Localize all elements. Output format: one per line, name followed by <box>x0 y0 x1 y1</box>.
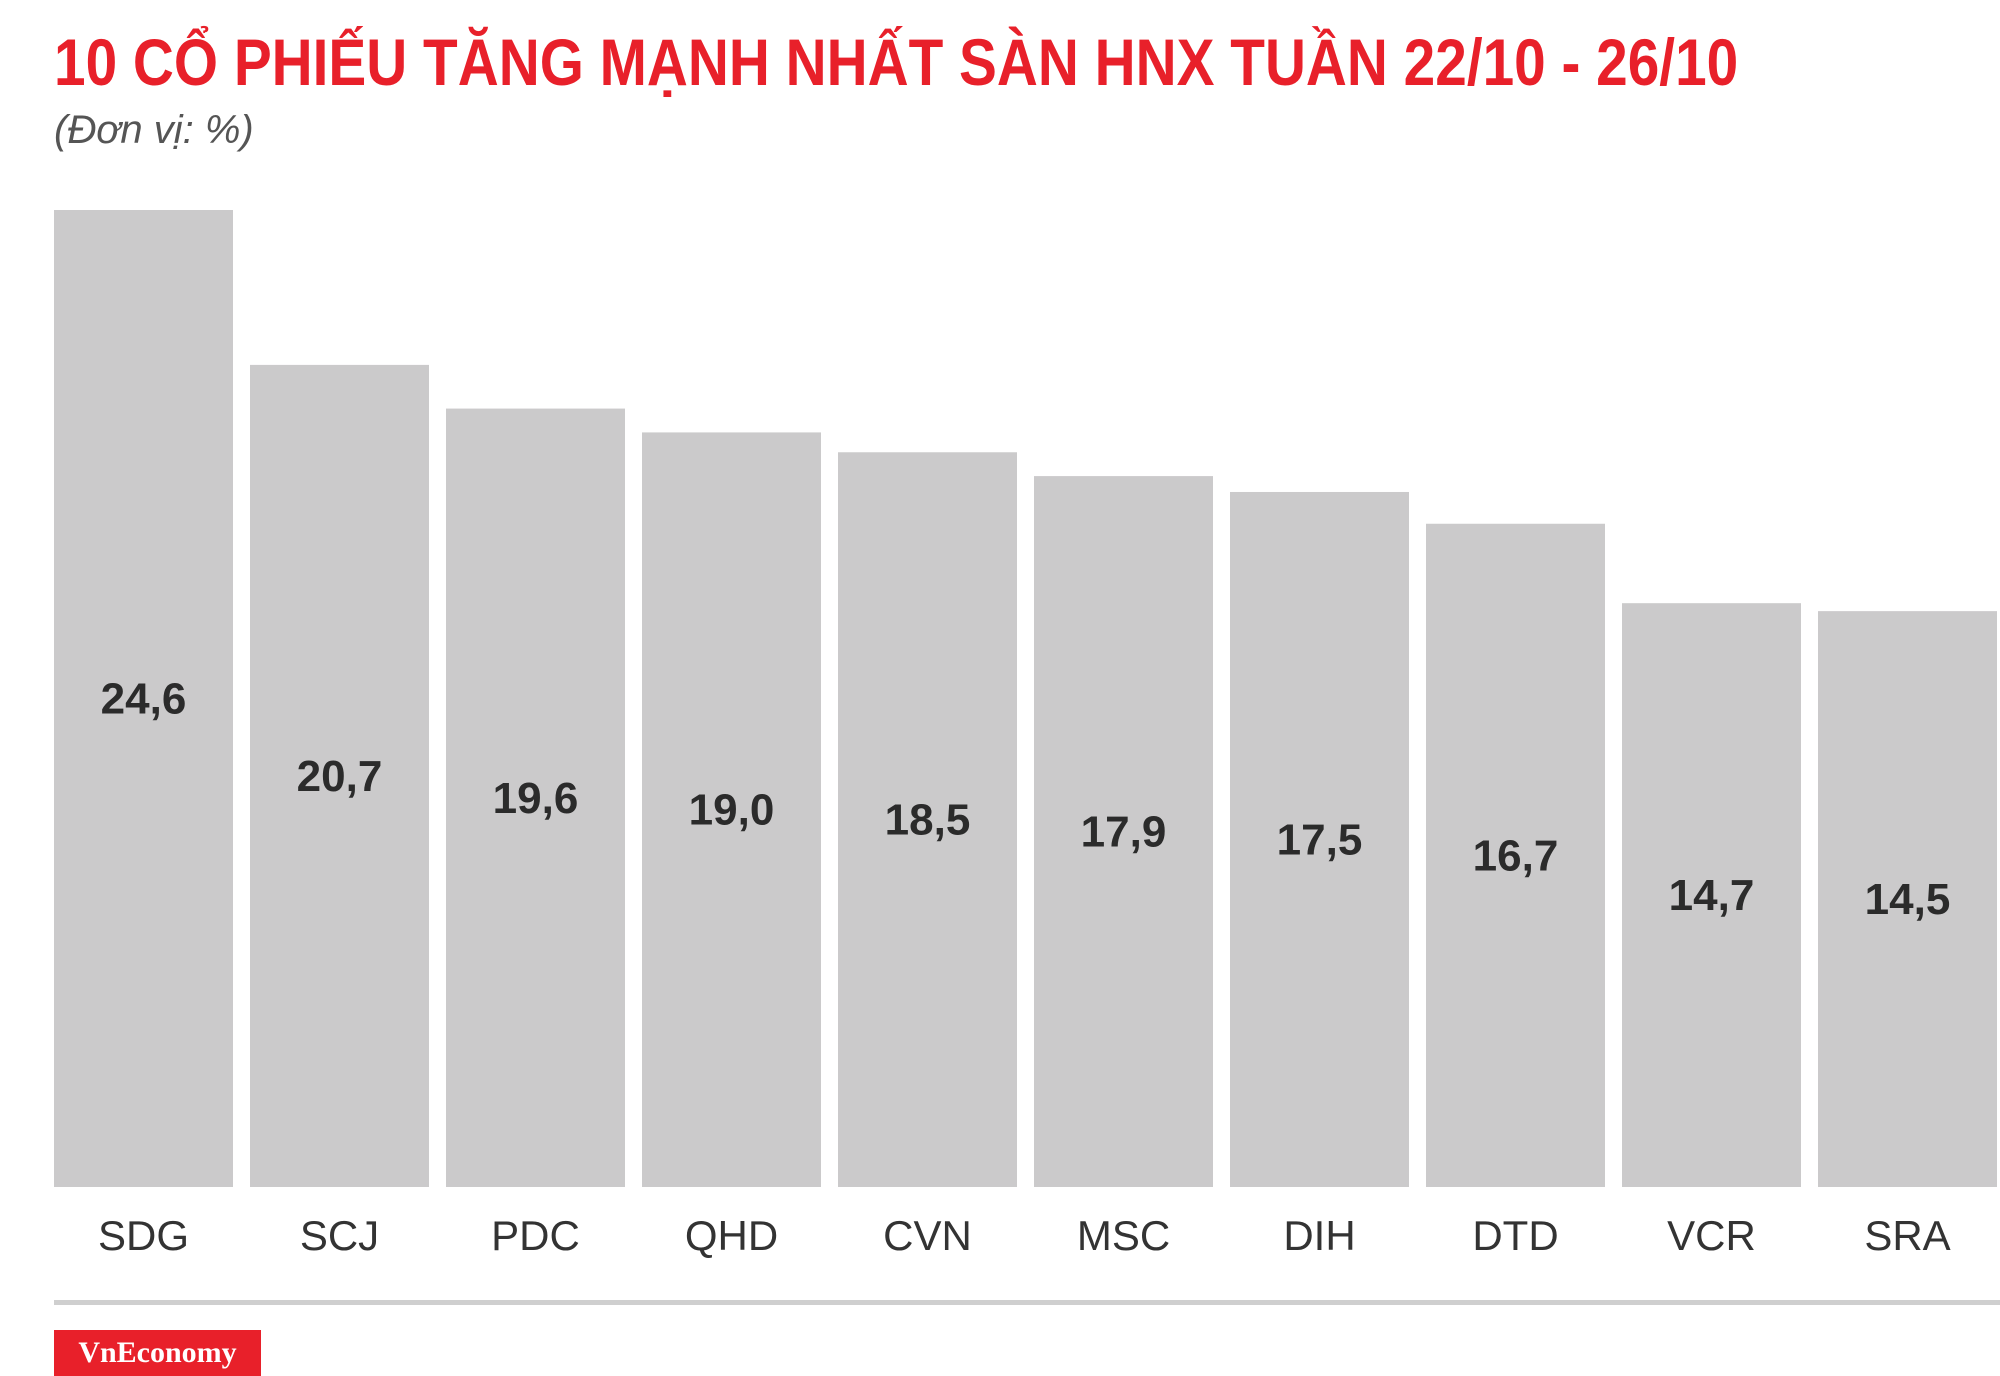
value-label-scj: 20,7 <box>297 752 383 801</box>
vneconomy-logo: VnEconomy <box>54 1330 261 1376</box>
category-label-pdc: PDC <box>491 1212 580 1259</box>
bar-vcr <box>1622 603 1801 1187</box>
chart-title: 10 CỔ PHIẾU TĂNG MẠNH NHẤT SÀN HNX TUẦN … <box>54 25 1739 99</box>
category-label-sra: SRA <box>1864 1212 1950 1259</box>
category-label-sdg: SDG <box>98 1212 189 1259</box>
category-label-vcr: VCR <box>1667 1212 1756 1259</box>
bar-chart: 24,6 SDG 20,7 SCJ 19,6 PDC 19,0 QHD 18,5 CVN 17,9 M… <box>54 210 1997 1259</box>
unit-label: (Đơn vị: %) <box>54 108 254 152</box>
value-label-vcr: 14,7 <box>1669 871 1755 920</box>
bar-scj <box>250 364 429 1187</box>
category-label-qhd: QHD <box>685 1212 778 1259</box>
bar-sra <box>1818 611 1997 1187</box>
footer-divider <box>54 1300 2000 1305</box>
value-label-dtd: 16,7 <box>1473 831 1559 880</box>
bar-dih <box>1230 491 1409 1187</box>
value-label-sra: 14,5 <box>1865 875 1951 924</box>
category-label-dih: DIH <box>1283 1212 1355 1259</box>
bar-qhd <box>642 432 821 1187</box>
value-label-qhd: 19,0 <box>689 786 775 835</box>
bar-dtd <box>1426 523 1605 1187</box>
bar-cvn <box>838 452 1017 1187</box>
category-label-dtd: DTD <box>1472 1212 1558 1259</box>
bar-pdc <box>446 408 625 1187</box>
bar-sdg <box>54 210 233 1187</box>
value-label-msc: 17,9 <box>1081 808 1167 857</box>
category-label-scj: SCJ <box>300 1212 379 1259</box>
value-label-sdg: 24,6 <box>101 675 187 724</box>
value-label-pdc: 19,6 <box>493 774 579 823</box>
category-label-msc: MSC <box>1077 1212 1170 1259</box>
value-label-cvn: 18,5 <box>885 796 971 845</box>
category-label-cvn: CVN <box>883 1212 972 1259</box>
value-label-dih: 17,5 <box>1277 815 1363 864</box>
bar-msc <box>1034 476 1213 1187</box>
